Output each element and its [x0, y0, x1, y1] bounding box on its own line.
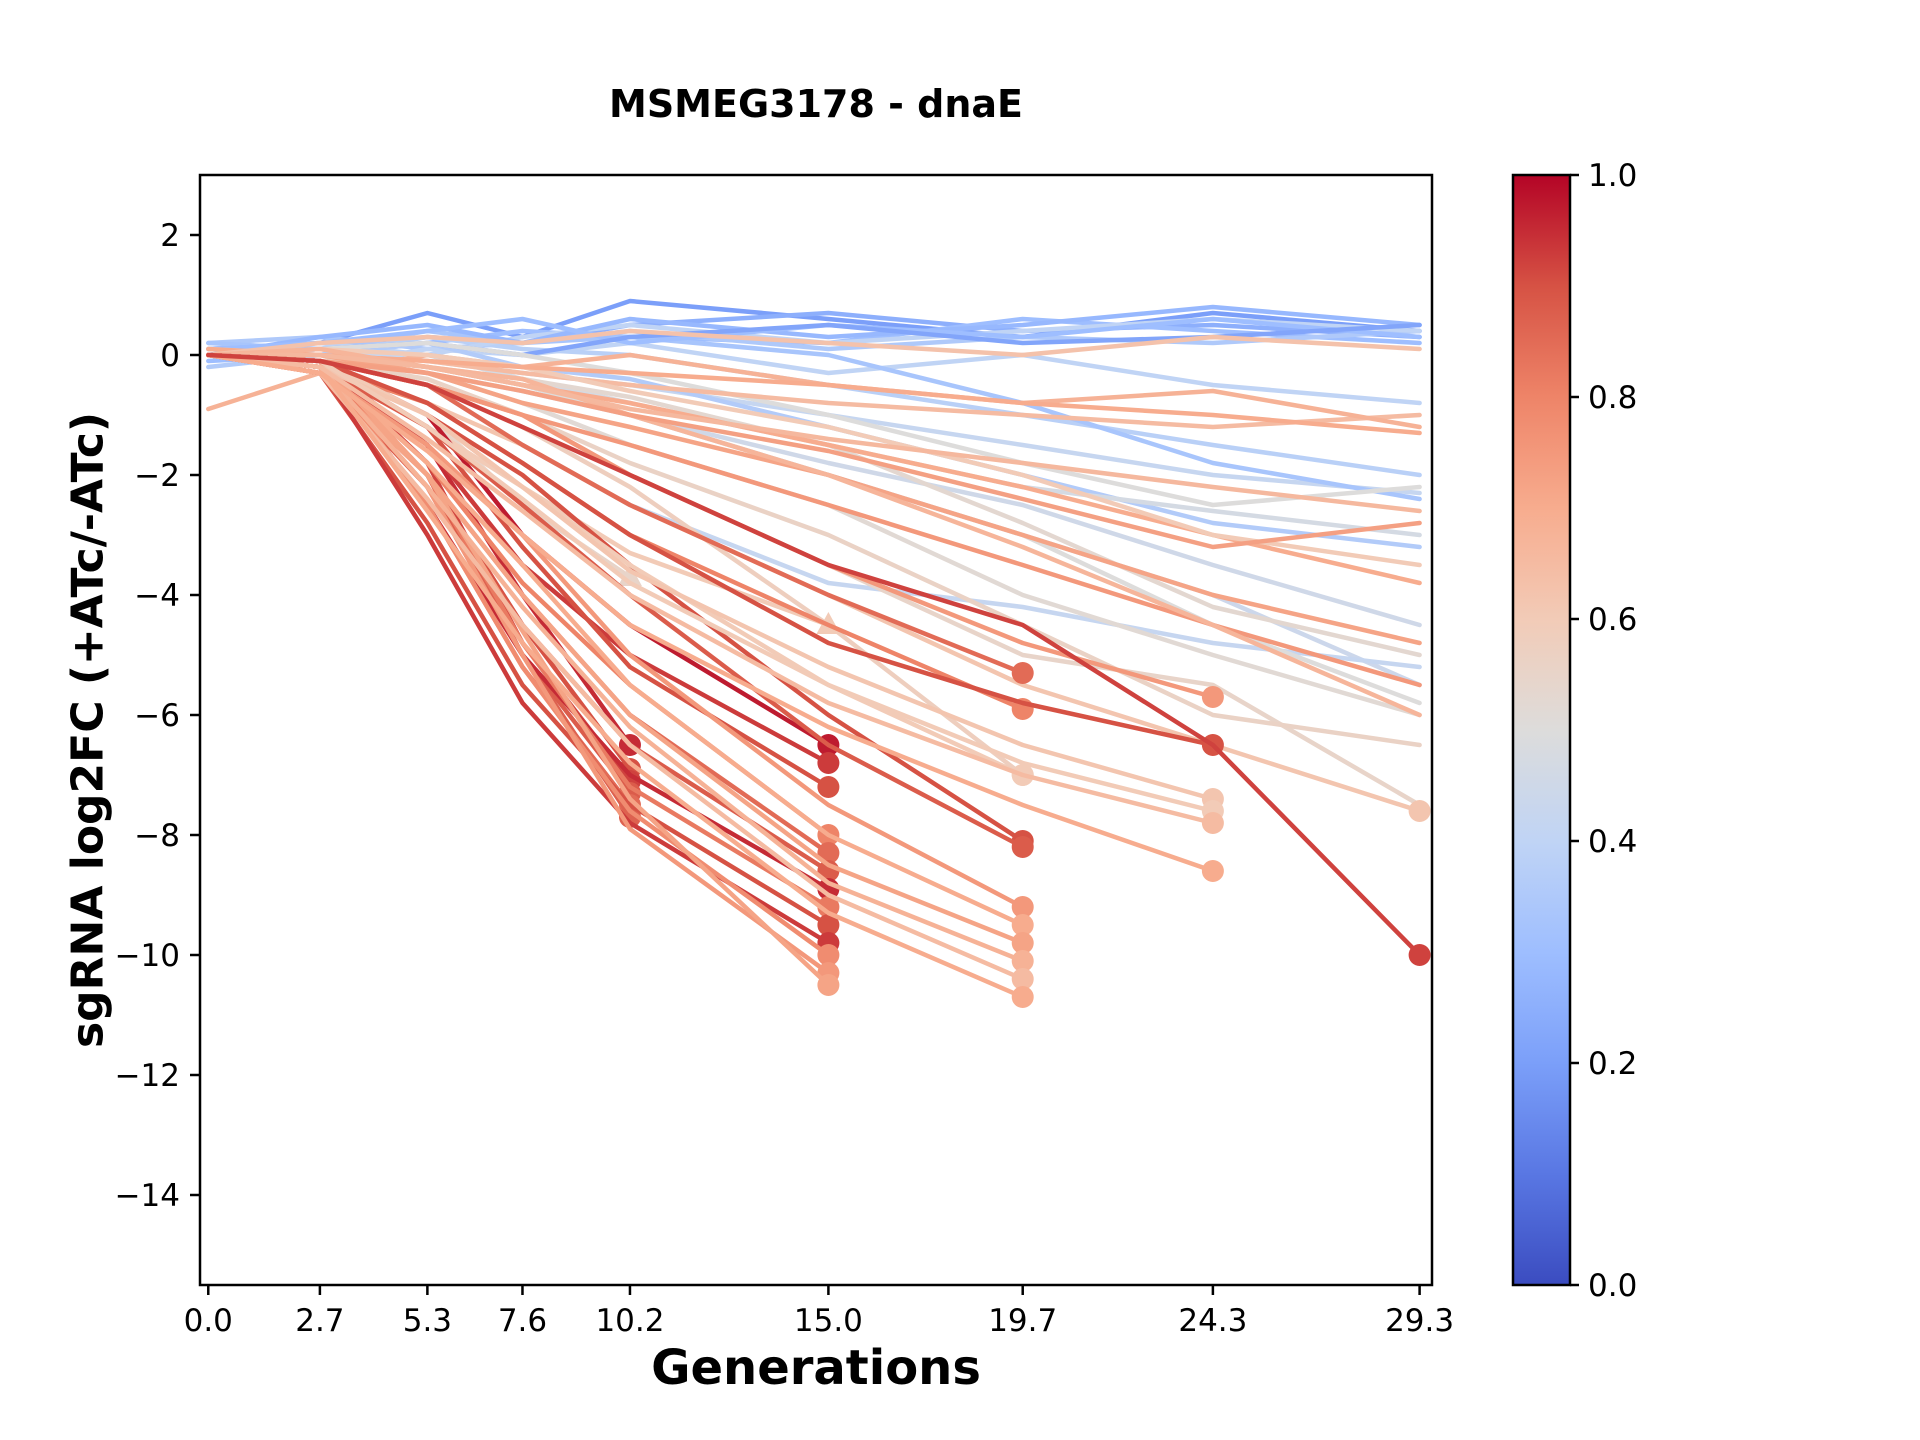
- chart-title: MSMEG3178 - dnaE: [609, 82, 1023, 126]
- colorbar-tick-label: 0.6: [1588, 602, 1637, 638]
- axes: 0.0 2.7 5.3 7.6 10.2 15.0 19.7 24.3 29.3 2 0 −2 −4 −6…: [115, 173, 1454, 1339]
- endpoint-dot-marker: [1011, 986, 1034, 1008]
- y-tick-label: −12: [115, 1058, 180, 1094]
- series-line: [206, 346, 1422, 568]
- x-tick-label: 7.6: [498, 1303, 547, 1339]
- endpoint-dot-marker: [1011, 950, 1034, 972]
- endpoint-dot-marker: [817, 896, 840, 918]
- endpoint-dot-marker: [1011, 932, 1034, 954]
- y-tick-label: −14: [115, 1178, 180, 1214]
- colorbar-tick-label: 0.4: [1588, 824, 1637, 860]
- endpoint-dot-marker: [1201, 860, 1224, 882]
- colorbar-border: [1511, 173, 1572, 1287]
- endpoint-dot-marker: [817, 914, 840, 936]
- x-tick-label: 15.0: [794, 1303, 863, 1339]
- x-tick-label: 0.0: [184, 1303, 233, 1339]
- x-tick-label: 19.7: [988, 1303, 1057, 1339]
- y-tick-label: −10: [115, 938, 180, 974]
- endpoint-dot-marker: [1408, 800, 1431, 822]
- colorbar-gradient: [1513, 175, 1570, 1285]
- endpoint-dot-marker: [817, 752, 840, 774]
- endpoint-dot-marker: [817, 974, 840, 996]
- endpoint-dot-marker: [1011, 914, 1034, 936]
- series-line: [206, 352, 1216, 814]
- endpoint-dot-marker: [1201, 686, 1224, 708]
- x-tick-label: 2.7: [295, 1303, 344, 1339]
- endpoint-dot-marker: [1011, 836, 1034, 858]
- series-line: [206, 352, 1422, 958]
- endpoint-dot-marker: [1408, 944, 1431, 966]
- series-line: [206, 328, 1422, 358]
- y-tick-label: −6: [134, 698, 180, 734]
- colorbar: 1.0 0.8 0.6 0.4 0.2 0.0: [1511, 158, 1637, 1304]
- x-tick-label: 24.3: [1178, 1303, 1247, 1339]
- colorbar-tick-label: 0.2: [1588, 1046, 1637, 1082]
- y-tick-label: 0: [160, 338, 180, 374]
- endpoint-dot-marker: [817, 776, 840, 798]
- colorbar-tick-label: 0.0: [1588, 1268, 1637, 1304]
- endpoint-dot-marker: [1011, 896, 1034, 918]
- series-line: [206, 352, 1025, 1000]
- series-line: [206, 352, 831, 790]
- series-line: [206, 352, 1422, 514]
- y-tick-label: −8: [134, 818, 180, 854]
- endpoint-dot-marker: [1011, 968, 1034, 990]
- x-tick-label: 10.2: [595, 1303, 664, 1339]
- endpoint-dot-marker: [1011, 662, 1034, 684]
- endpoint-dot-marker: [817, 944, 840, 966]
- x-tick-label: 5.3: [403, 1303, 452, 1339]
- series-line: [206, 352, 1216, 802]
- endpoint-dot-marker: [1201, 812, 1224, 834]
- y-tick-label: −2: [134, 458, 180, 494]
- y-tick-label: 2: [160, 218, 180, 254]
- y-axis-label: sgRNA log2FC (+ATc/-ATc): [62, 411, 114, 1049]
- series-line: [206, 352, 1422, 550]
- series-line: [206, 352, 1216, 748]
- series-line: [206, 352, 831, 988]
- series-line: [206, 352, 1216, 874]
- plot-border: [198, 173, 1434, 1287]
- x-axis-label: Generations: [651, 1340, 981, 1396]
- colorbar-tick-label: 0.8: [1588, 380, 1637, 416]
- colorbar-tick-label: 1.0: [1588, 158, 1637, 194]
- series-line: [206, 352, 1216, 826]
- y-tick-label: −4: [134, 578, 180, 614]
- x-tick-label: 29.3: [1385, 1303, 1454, 1339]
- series-line: [206, 304, 1422, 358]
- series-lines: [206, 298, 1431, 1008]
